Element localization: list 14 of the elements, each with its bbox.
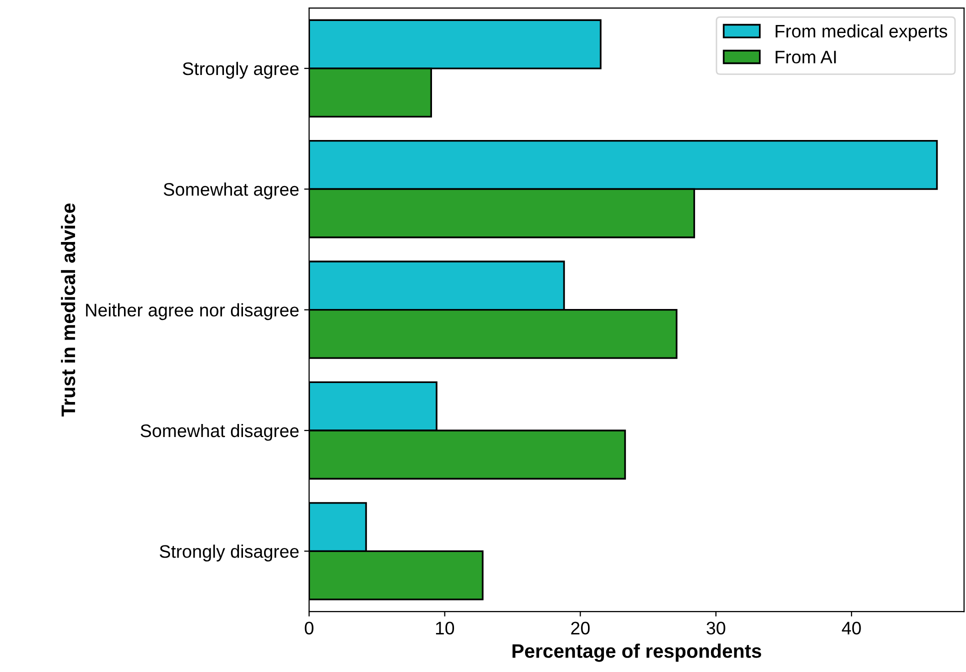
x-tick-label: 40 [842, 622, 861, 635]
x-tick-label: 0 [304, 622, 314, 635]
legend-label: From medical experts [776, 24, 948, 42]
y-tick-label: Neither agree nor disagree [86, 303, 299, 320]
legend-label: From AI [776, 50, 836, 64]
x-tick-label: 10 [436, 622, 454, 635]
x-tick-label: 20 [571, 622, 590, 635]
y-tick-label: Somewhat agree [164, 182, 299, 200]
x-tick-label: 30 [706, 622, 726, 635]
y-tick-label: Strongly disagree [160, 544, 299, 562]
y-tick-label: Strongly agree [182, 62, 299, 79]
x-axis-title: Percentage of respondents [512, 644, 762, 662]
y-tick-label: Somewhat disagree [140, 424, 299, 441]
y-axis-title: Trust in medical advice [60, 203, 76, 417]
